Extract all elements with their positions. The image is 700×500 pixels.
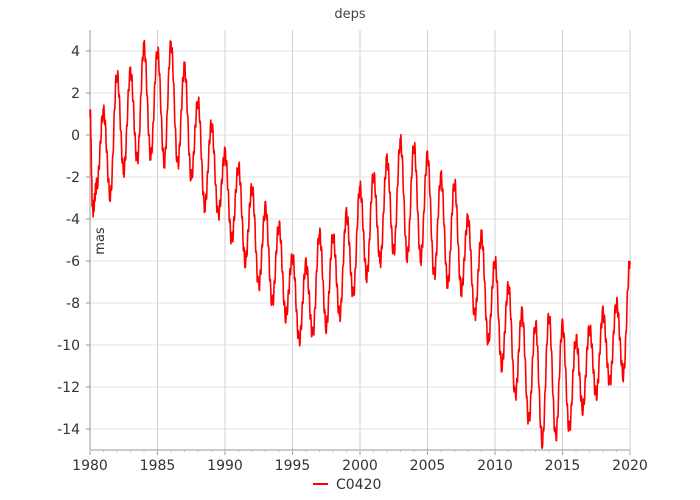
grid xyxy=(89,30,631,450)
y-tick-label: 0 xyxy=(71,128,80,144)
series-line-c0420 xyxy=(89,39,631,449)
y-tick-label: 2 xyxy=(71,86,80,102)
y-tick-label: -12 xyxy=(57,380,80,396)
y-tick-label: 4 xyxy=(71,44,80,60)
x-tick-label: 1990 xyxy=(207,458,243,474)
x-tick-label: 2015 xyxy=(545,458,581,474)
x-tick-label: 2005 xyxy=(410,458,446,474)
y-tick-label: -2 xyxy=(66,170,80,186)
axis-ticks xyxy=(86,50,631,455)
y-tick-label: -6 xyxy=(66,254,80,270)
series-group xyxy=(89,39,631,449)
y-tick-label: -8 xyxy=(66,296,80,312)
y-tick-labels: 4 2 0 -2 -4 -6 -8 -10 -12 -14 xyxy=(57,44,80,438)
x-tick-label: 2020 xyxy=(612,458,648,474)
x-tick-label: 2010 xyxy=(477,458,513,474)
chart-title: deps xyxy=(334,7,366,22)
x-tick-label: 1985 xyxy=(140,458,176,474)
y-tick-label: -14 xyxy=(57,422,80,438)
legend-entry-label: C0420 xyxy=(336,477,381,493)
y-tick-label: -4 xyxy=(66,212,80,228)
x-tick-label: 2000 xyxy=(342,458,378,474)
x-tick-label: 1980 xyxy=(72,458,108,474)
y-tick-label: -10 xyxy=(57,338,80,354)
legend[interactable]: C0420 xyxy=(313,477,381,493)
y-axis-title: mas xyxy=(93,227,108,255)
x-tick-labels: 1980 1985 1990 1995 2000 2005 2010 2015 2020 xyxy=(72,458,648,474)
x-tick-label: 1995 xyxy=(275,458,311,474)
